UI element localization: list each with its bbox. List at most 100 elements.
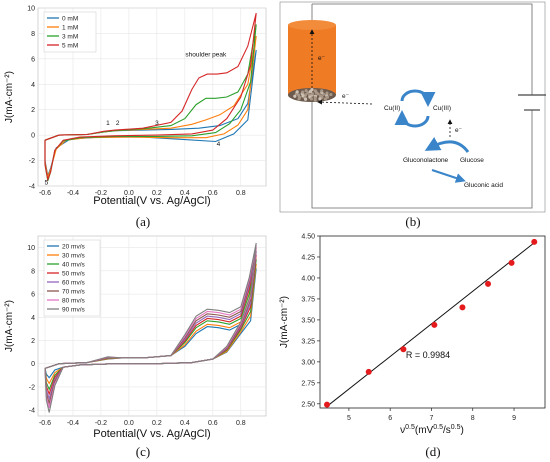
y-tick-label: 8 — [31, 268, 35, 275]
y-tick-label: -4 — [29, 184, 35, 191]
nanoparticle — [310, 88, 314, 92]
annotation-label: 3 — [155, 120, 159, 127]
legend-box — [43, 239, 101, 317]
x-tick-label: -0.2 — [95, 420, 107, 427]
y-tick-label: 10 — [27, 245, 35, 252]
x-tick-label: 0.6 — [208, 420, 218, 427]
x-tick-label: 0.8 — [236, 190, 246, 197]
legend-label: 3 mM — [62, 33, 78, 40]
y-tick-label: 4 — [31, 82, 35, 89]
y-tick-label: 8 — [31, 31, 35, 38]
legend-label: 0 mM — [62, 15, 78, 22]
oxidation-arrow — [400, 89, 436, 107]
x-tick-label: 0.2 — [152, 190, 162, 197]
y-tick-label: 2.50 — [301, 401, 315, 408]
nanoparticle — [318, 97, 322, 101]
data-point — [531, 238, 538, 245]
legend-label: 30 mv/s — [62, 252, 86, 259]
fit-line — [326, 242, 535, 407]
nanoparticle — [310, 92, 314, 96]
y-tick-label: 2 — [31, 107, 35, 114]
annotation-label: 5 — [45, 180, 49, 187]
panel-d-x-axis-label-sup3: 0.5 — [451, 424, 461, 431]
electron-arrow-left — [317, 99, 373, 105]
legend-label: 90 mv/s — [62, 306, 86, 313]
data-point — [459, 304, 466, 311]
panel-d-ticks: 5 6 7 8 9 2.50 2.75 3.00 3.25 3.50 3.75 4.00 4.25 4.5… — [301, 234, 516, 423]
electron-label-1: e⁻ — [318, 55, 326, 62]
x-tick-label: 0.4 — [180, 190, 190, 197]
nanoparticle — [293, 94, 297, 98]
x-tick-label: 8 — [471, 415, 475, 422]
x-tick-label: 6 — [388, 415, 392, 422]
y-tick-label: 4.00 — [301, 275, 315, 282]
electrode-top — [288, 20, 336, 30]
nanoparticle — [313, 98, 317, 102]
panel-d-annotation: R = 0.9984 — [406, 350, 450, 360]
nanoparticle — [329, 92, 333, 97]
copper-nanoparticles — [293, 88, 333, 102]
x-tick-label: 0.6 — [208, 190, 218, 197]
panel-a-ticks: -0.6 -0.4 -0.2 0.0 0.2 0.4 0.6 0.8 -4 -2 0 2 4 6 8 10 — [27, 6, 246, 198]
x-tick-label: 0.4 — [180, 420, 190, 427]
nanoparticle — [301, 90, 305, 94]
nanoparticle — [304, 93, 308, 97]
panel-d-y-axis-label: J(mA·cm⁻²) — [279, 296, 290, 348]
glucose-label: Glucose — [460, 157, 484, 164]
y-tick-label: 6 — [31, 56, 35, 63]
data-point — [485, 280, 492, 287]
y-tick-label: -4 — [29, 408, 35, 415]
legend-label: 40 mv/s — [62, 261, 86, 268]
cu2-label: Cu(II) — [384, 105, 400, 112]
diagram-panel-b: e⁻ e⁻ Cu(II) Cu(III) e⁻ Gluconolactone G… — [279, 1, 546, 229]
y-tick-label: 3.00 — [301, 359, 315, 366]
hydrolysis-arrow — [431, 169, 466, 183]
nanoparticle — [297, 97, 301, 101]
chart-panel-d: 5 6 7 8 9 2.50 2.75 3.00 3.25 3.50 3.75 4.00 4.25 4.5… — [279, 234, 546, 459]
y-tick-label: -2 — [29, 158, 35, 165]
panel-d-x-axis-label-close: ) — [460, 425, 463, 436]
y-tick-label: 4.25 — [301, 254, 315, 261]
data-point — [431, 321, 438, 328]
y-tick-label: 10 — [27, 6, 35, 13]
panel-c-y-axis-label: J(mA·cm⁻²) — [4, 300, 15, 352]
x-tick-label: -0.6 — [39, 420, 51, 427]
nanoparticle — [320, 89, 324, 93]
reduction-arrow — [394, 110, 430, 128]
panel-a-x-axis-label: Potential(V vs. Ag/AgCl) — [93, 195, 210, 207]
gluconolactone-label: Gluconolactone — [403, 157, 449, 164]
y-tick-label: -2 — [29, 384, 35, 391]
y-tick-label: 0 — [31, 361, 35, 368]
y-tick-label: 2 — [31, 338, 35, 345]
series-line-90-mv-s — [44, 242, 257, 413]
caption-c: (c) — [136, 444, 150, 459]
nanoparticle — [325, 91, 329, 95]
electron-label-3: e⁻ — [455, 127, 463, 134]
y-tick-label: 4.50 — [301, 234, 315, 241]
panel-d-x-axis-label-per: /s — [443, 425, 451, 436]
caption-b: (b) — [405, 214, 420, 229]
y-tick-label: 3.25 — [301, 338, 315, 345]
panel-d-x-axis-label: ν0.5(mV0.5/s0.5) — [400, 424, 464, 436]
x-tick-label: 7 — [430, 415, 434, 422]
nanoparticle — [303, 97, 308, 101]
data-point — [400, 346, 407, 353]
annotation-label: shoulder peak — [185, 51, 227, 58]
panel-a-legend: 0 mM 1 mM 3 mM 5 mM — [43, 11, 97, 53]
data-point — [365, 368, 372, 375]
panel-c-x-axis-label: Potential(V vs. Ag/AgCl) — [93, 428, 210, 440]
panel-a-series — [44, 12, 257, 182]
y-tick-label: 4 — [31, 315, 35, 322]
nanoparticle — [325, 95, 330, 99]
x-tick-label: -0.6 — [39, 190, 51, 197]
x-tick-label: 0.0 — [124, 190, 134, 197]
data-point — [508, 259, 515, 266]
panel-c-ticks: -0.6 -0.4 -0.2 0.0 0.2 0.4 0.6 0.8 -4 -2 0 2 4 6 8 10 — [27, 245, 246, 427]
caption-d: (d) — [425, 444, 440, 459]
annotation-label: 1 — [106, 120, 110, 127]
legend-label: 60 mv/s — [62, 279, 86, 286]
legend-label: 50 mv/s — [62, 270, 86, 277]
chart-panel-c: -0.6 -0.4 -0.2 0.0 0.2 0.4 0.6 0.8 -4 -2 0 2 4 6 8 10 2… — [4, 235, 267, 459]
legend-label: 5 mM — [62, 42, 78, 49]
